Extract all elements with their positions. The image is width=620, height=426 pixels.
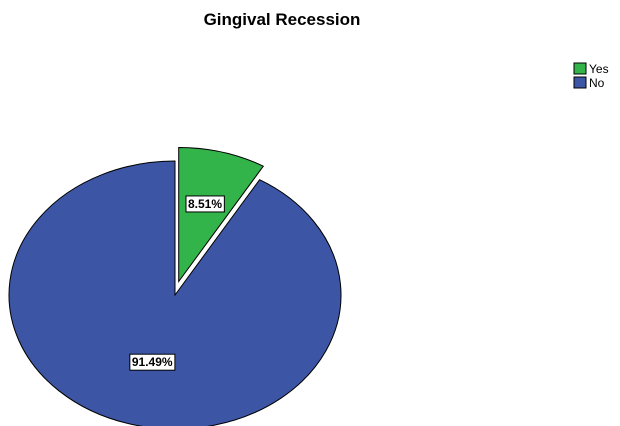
legend-label: No (589, 76, 605, 90)
legend-item-no: No (573, 76, 605, 90)
data-label-box (129, 353, 176, 371)
data-label-no: 91.49% (129, 353, 176, 371)
chart-title: Gingival Recession (204, 10, 361, 29)
legend-swatch (573, 76, 587, 89)
data-label-yes: 8.51% (185, 195, 225, 213)
pie-slice-yes (178, 146, 265, 284)
data-labels: 8.51% 91.49% (129, 195, 225, 371)
legend-swatch (573, 62, 587, 75)
data-label-text: 8.51% (188, 197, 222, 211)
data-label-box (185, 195, 225, 213)
pie (8, 146, 342, 426)
pie-slice-no (8, 160, 342, 426)
legend-label: Yes (589, 62, 609, 76)
legend-item-yes: Yes (573, 62, 609, 76)
data-label-text: 91.49% (132, 355, 173, 369)
